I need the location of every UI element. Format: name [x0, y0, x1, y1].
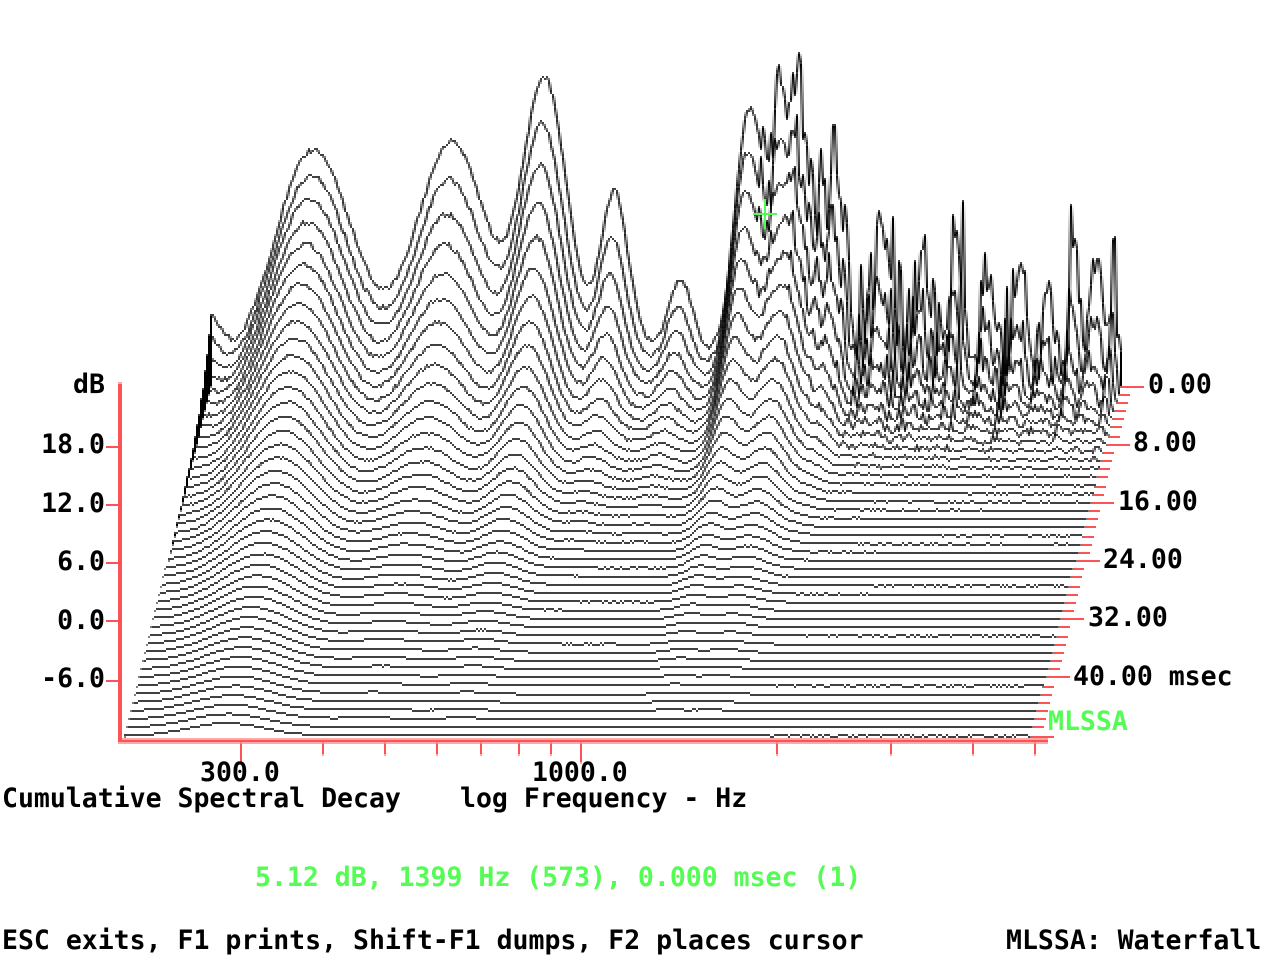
db-tick-label: 0.0: [57, 605, 105, 636]
cursor-horizontal-bar: [753, 213, 777, 215]
db-tick-label: -6.0: [41, 663, 105, 694]
status-bar-mode: MLSSA: Waterfall: [1006, 925, 1262, 956]
freq-tick-label: 1000.0: [532, 757, 628, 788]
time-tick-label: 32.00: [1088, 602, 1168, 633]
mlssa-brand-label: MLSSA: [1048, 706, 1128, 737]
chart-title: Cumulative Spectral Decay: [2, 783, 401, 814]
db-tick-label: 12.0: [41, 488, 105, 519]
time-tick-label: 16.00: [1118, 486, 1198, 517]
db-axis-title: dB: [73, 369, 105, 400]
time-tick-label: 0.00: [1148, 369, 1212, 400]
freq-tick-label: 300.0: [200, 757, 280, 788]
x-axis-label: log Frequency - Hz: [460, 783, 748, 814]
time-tick-label: 8.00: [1133, 427, 1197, 458]
status-bar-keys: ESC exits, F1 prints, Shift-F1 dumps, F2…: [2, 925, 864, 956]
db-tick-label: 18.0: [41, 429, 105, 460]
db-tick-label: 6.0: [57, 546, 105, 577]
time-tick-label: 24.00: [1103, 544, 1183, 575]
time-tick-label: 40.00 msec: [1073, 661, 1233, 692]
cursor-readout: 5.12 dB, 1399 Hz (573), 0.000 msec (1): [255, 862, 862, 893]
